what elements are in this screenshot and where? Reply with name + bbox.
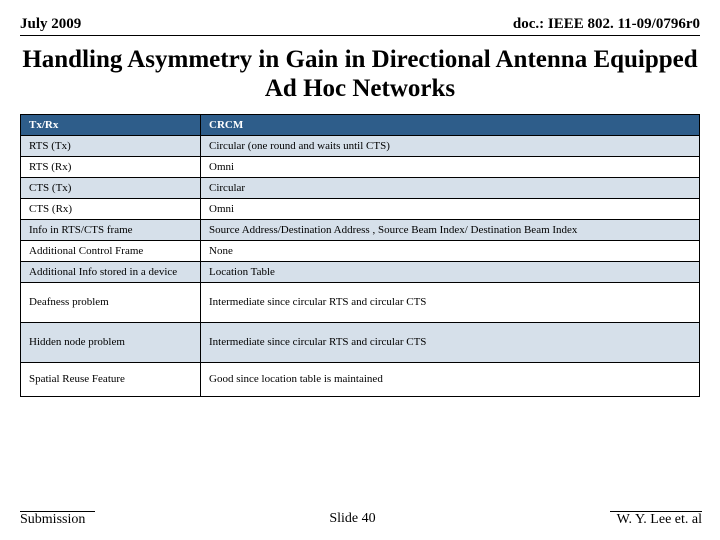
table-cell: Good since location table is maintained — [201, 362, 700, 396]
table-row: Additional Control FrameNone — [21, 240, 700, 261]
table-header-cell: CRCM — [201, 114, 700, 135]
crcm-table: Tx/RxCRCMRTS (Tx)Circular (one round and… — [20, 114, 700, 397]
table-cell: RTS (Tx) — [21, 135, 201, 156]
table-cell: Circular — [201, 177, 700, 198]
table-row: Deafness problemIntermediate since circu… — [21, 282, 700, 322]
footer-author: W. Y. Lee et. al — [610, 511, 702, 528]
table-cell: Info in RTS/CTS frame — [21, 219, 201, 240]
table-row: Hidden node problemIntermediate since ci… — [21, 322, 700, 362]
table-cell: Hidden node problem — [21, 322, 201, 362]
table-cell: Deafness problem — [21, 282, 201, 322]
table-cell: Spatial Reuse Feature — [21, 362, 201, 396]
doc-footer: Submission Slide 40 W. Y. Lee et. al — [20, 509, 702, 528]
table-row: Info in RTS/CTS frameSource Address/Dest… — [21, 219, 700, 240]
table-cell: Omni — [201, 156, 700, 177]
table-cell: Circular (one round and waits until CTS) — [201, 135, 700, 156]
footer-left: Submission — [20, 511, 95, 528]
table-cell: Omni — [201, 198, 700, 219]
table-cell: Intermediate since circular RTS and circ… — [201, 282, 700, 322]
table-row: RTS (Rx)Omni — [21, 156, 700, 177]
table-row: Additional Info stored in a deviceLocati… — [21, 261, 700, 282]
table-cell: CTS (Tx) — [21, 177, 201, 198]
table-cell: None — [201, 240, 700, 261]
table-row: CTS (Rx)Omni — [21, 198, 700, 219]
table-cell: Additional Info stored in a device — [21, 261, 201, 282]
table-row: RTS (Tx)Circular (one round and waits un… — [21, 135, 700, 156]
table-cell: Intermediate since circular RTS and circ… — [201, 322, 700, 362]
page-title: Handling Asymmetry in Gain in Directiona… — [20, 46, 700, 104]
footer-slide-number: Slide 40 — [95, 511, 610, 528]
header-date: July 2009 — [20, 16, 81, 33]
table-cell: CTS (Rx) — [21, 198, 201, 219]
header-docid: doc.: IEEE 802. 11-09/0796r0 — [513, 16, 700, 33]
table-row: Spatial Reuse FeatureGood since location… — [21, 362, 700, 396]
table-cell: Additional Control Frame — [21, 240, 201, 261]
table-row: CTS (Tx)Circular — [21, 177, 700, 198]
table-cell: RTS (Rx) — [21, 156, 201, 177]
table-header-cell: Tx/Rx — [21, 114, 201, 135]
doc-header: July 2009 doc.: IEEE 802. 11-09/0796r0 — [20, 16, 700, 36]
table-cell: Source Address/Destination Address , Sou… — [201, 219, 700, 240]
table-cell: Location Table — [201, 261, 700, 282]
